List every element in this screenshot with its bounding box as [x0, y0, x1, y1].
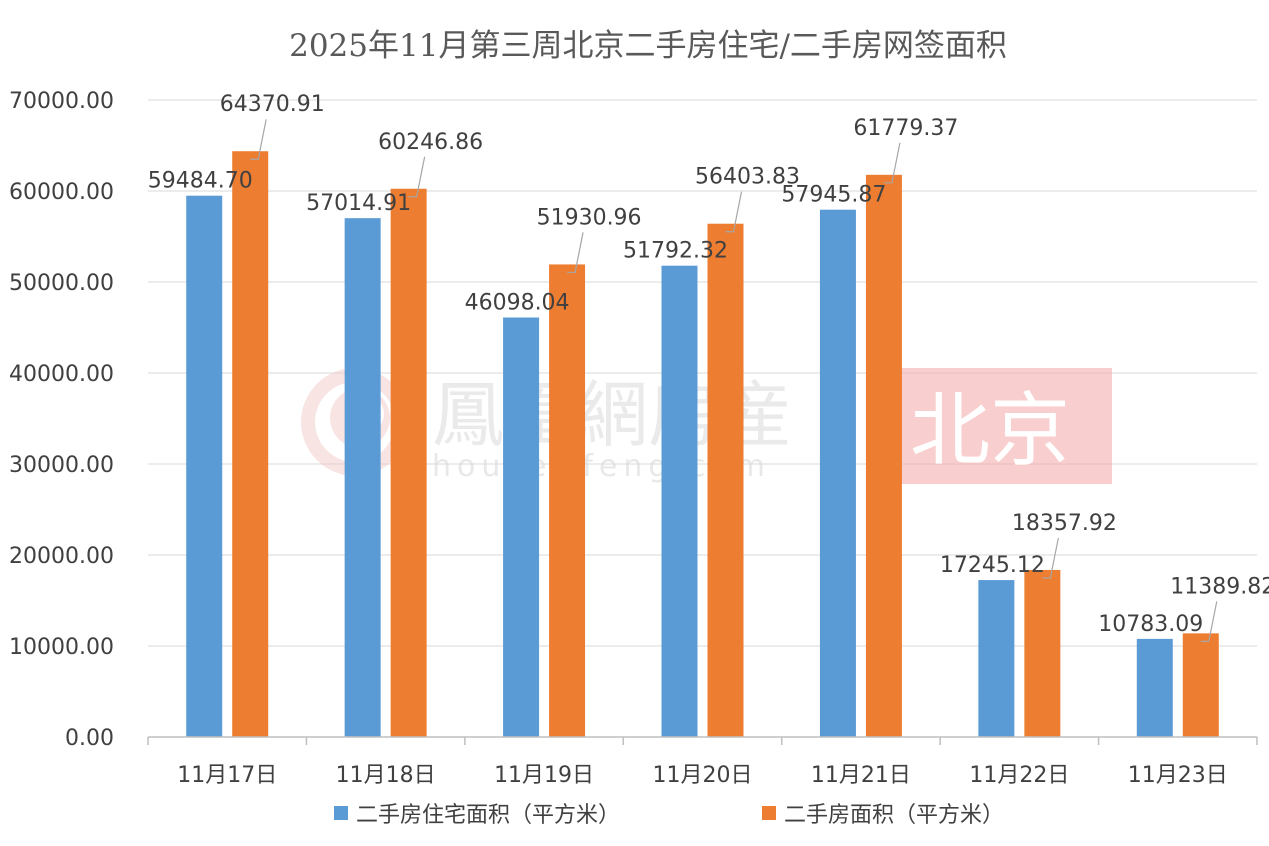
chart-title: 2025年11月第三周北京二手房住宅/二手房网签面积 [289, 28, 1007, 64]
data-label-residential: 10783.09 [1098, 612, 1203, 637]
y-axis: 0.00 10000.00 20000.00 30000.00 40000.00 5000… [9, 89, 114, 751]
bar-total [549, 264, 586, 737]
data-label-total: 64370.91 [220, 92, 325, 117]
bar-residential [1136, 638, 1173, 737]
y-tick-label: 70000.00 [9, 89, 114, 114]
leader-line [1042, 537, 1059, 579]
x-tick-label: 11月21日 [811, 763, 911, 788]
data-label-residential: 57945.87 [781, 183, 886, 208]
data-labels: 59484.70 64370.91 57014.91 60246.86 46098.04… [148, 92, 1269, 637]
x-tick-label: 11月23日 [1128, 763, 1228, 788]
x-tick-label: 11月22日 [969, 763, 1069, 788]
data-label-residential: 57014.91 [306, 191, 411, 216]
leader-lines [250, 119, 1218, 642]
data-label-total: 18357.92 [1012, 511, 1117, 536]
legend-label-total: 二手房面积（平方米） [784, 803, 1004, 828]
data-label-residential: 51792.32 [623, 239, 728, 264]
x-tick-label: 11月18日 [336, 763, 436, 788]
legend-label-residential: 二手房住宅面积（平方米） [356, 803, 620, 828]
x-axis: 11月17日 11月18日 11月19日 11月20日 11月21日 11月22日 11月2… [147, 736, 1258, 788]
y-tick-label: 60000.00 [9, 180, 114, 205]
bar-total [1024, 569, 1061, 737]
y-tick-label: 20000.00 [9, 544, 114, 569]
x-tick-label: 11月20日 [653, 763, 753, 788]
leader-line [408, 156, 426, 198]
leader-line [567, 232, 584, 274]
bar-residential [661, 265, 698, 737]
watermark-city-box [868, 368, 1112, 484]
grid-lines [148, 99, 1257, 647]
x-tick-label: 11月17日 [177, 763, 277, 788]
x-tick-label: 11月19日 [494, 763, 594, 788]
leader-line [883, 142, 901, 184]
bar-residential [344, 218, 381, 738]
y-tick-label: 40000.00 [9, 362, 114, 387]
bar-total [707, 223, 744, 737]
y-tick-label: 30000.00 [9, 453, 114, 478]
data-label-residential: 17245.12 [940, 553, 1045, 578]
y-tick-label: 50000.00 [9, 271, 114, 296]
bar-total [232, 151, 269, 737]
data-label-total: 61779.37 [853, 116, 958, 141]
data-label-residential: 46098.04 [465, 291, 570, 316]
leader-line [250, 119, 267, 160]
data-label-total: 51930.96 [537, 205, 642, 230]
bar-residential [978, 580, 1015, 737]
data-label-total: 56403.83 [695, 165, 800, 190]
bar-total [865, 174, 902, 737]
data-label-total: 11389.82 [1170, 574, 1269, 599]
y-tick-label: 10000.00 [9, 635, 114, 660]
data-label-total: 60246.86 [378, 130, 483, 155]
legend-swatch-residential [334, 806, 348, 820]
bars [186, 151, 1219, 738]
leader-line [1200, 601, 1218, 642]
data-label-residential: 59484.70 [148, 169, 253, 194]
bar-residential [819, 209, 856, 738]
y-tick-label: 0.00 [65, 726, 114, 751]
leader-line [725, 191, 743, 233]
bar-residential [503, 317, 540, 737]
legend-swatch-total [762, 806, 776, 820]
watermark-city: 北京 [910, 384, 1070, 477]
legend: 二手房住宅面积（平方米） 二手房面积（平方米） [334, 803, 1004, 828]
bar-total [390, 188, 427, 738]
bar-total [1182, 633, 1219, 737]
bar-residential [186, 195, 223, 738]
